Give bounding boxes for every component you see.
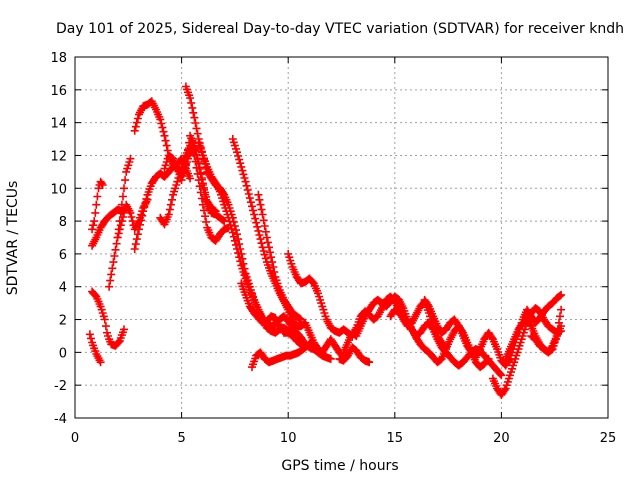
chart-title: Day 101 of 2025, Sidereal Day-to-day VTE… (56, 21, 624, 37)
x-axis-title: GPS time / hours (281, 458, 398, 474)
y-tick-label: 2 (59, 314, 67, 329)
plus-marker-trace (527, 305, 566, 357)
series-track-18 (335, 343, 374, 367)
axis-ticks: -4 -2 0 2 4 6 8 10 12 14 16 18 0 5 10 15 20 25 (50, 51, 616, 446)
series-track-1 (88, 204, 131, 250)
plus-marker-trace (88, 287, 128, 350)
y-tick-label: 16 (50, 84, 67, 99)
y-tick-label: 4 (59, 281, 67, 296)
plus-marker-trace (88, 204, 131, 250)
plus-marker-trace (85, 330, 105, 367)
x-tick-label: 0 (71, 431, 79, 446)
plus-marker-trace (237, 279, 305, 347)
x-tick-label: 15 (387, 431, 404, 446)
plus-marker-trace (88, 177, 107, 234)
plus-marker-trace (254, 190, 305, 324)
series-track-2 (88, 177, 107, 234)
plus-marker-trace (488, 304, 566, 399)
series-track-16 (254, 190, 305, 324)
series-track-22 (488, 304, 566, 399)
series-track-24 (527, 305, 566, 357)
x-tick-label: 5 (177, 431, 185, 446)
plus-marker-trace (248, 338, 316, 372)
series-track-9 (156, 141, 233, 245)
series-track-3 (88, 287, 128, 350)
y-tick-label: 6 (59, 248, 67, 263)
series-track-10 (160, 143, 220, 216)
x-tick-label: 10 (280, 431, 297, 446)
plot-frame (74, 56, 609, 419)
y-tick-label: 14 (50, 117, 67, 132)
y-tick-label: 0 (59, 346, 67, 361)
x-tick-label: 20 (493, 431, 510, 446)
y-tick-label: -2 (54, 379, 67, 394)
y-tick-label: 10 (50, 182, 67, 197)
series-track-15 (248, 338, 316, 372)
series-track-4 (85, 330, 105, 367)
x-tick-label: 25 (600, 431, 617, 446)
y-tick-label: 18 (50, 51, 67, 66)
y-tick-label: -4 (54, 412, 67, 427)
y-tick-label: 8 (59, 215, 67, 230)
y-axis-title: SDTVAR / TECUs (5, 181, 21, 296)
series-track-14 (237, 279, 305, 347)
plus-marker-trace (156, 141, 233, 245)
series-track-6 (113, 154, 135, 242)
y-tick-label: 12 (50, 149, 67, 164)
plus-marker-trace (335, 343, 374, 367)
data-points (85, 82, 566, 399)
plus-marker-trace (113, 154, 135, 242)
plus-marker-trace (160, 143, 220, 216)
